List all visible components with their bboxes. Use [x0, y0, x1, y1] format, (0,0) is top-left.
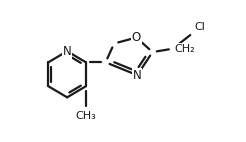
Text: CH₃: CH₃ [76, 111, 96, 121]
Text: N: N [63, 45, 72, 58]
Text: N: N [133, 69, 141, 82]
Text: O: O [132, 31, 141, 44]
Text: CH₂: CH₂ [174, 44, 195, 54]
Text: Cl: Cl [194, 22, 205, 32]
